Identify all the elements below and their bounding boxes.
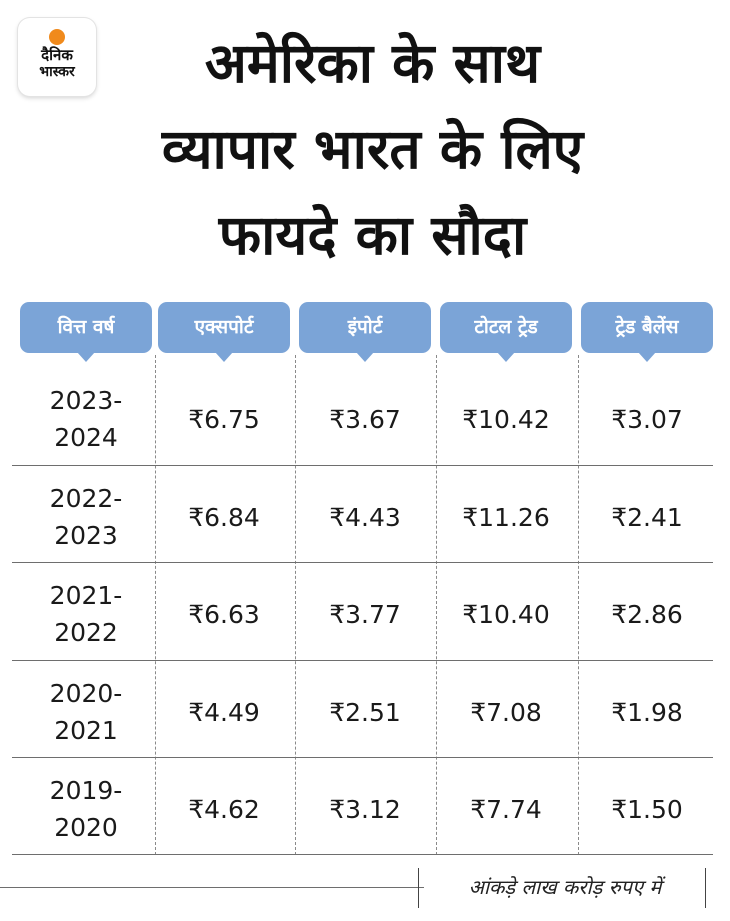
table-cell-total-trade: ₹7.74: [470, 795, 542, 824]
table-cell-year: 2020- 2021: [16, 675, 156, 749]
year-part: 2023: [54, 520, 118, 550]
header-import-column: इंपोर्ट: [299, 302, 431, 362]
header-trade-balance-column: ट्रेड बैलेंस: [581, 302, 713, 362]
table-cell-year: 2022- 2023: [16, 480, 156, 554]
title-line-2: व्यापार भारत के लिए: [161, 117, 584, 181]
sun-icon: [49, 29, 65, 45]
footer-bracket-right: [705, 868, 706, 908]
year-part: 2022-: [49, 483, 123, 513]
table-cell-export: ₹6.75: [188, 405, 260, 434]
year-part: 2020: [54, 813, 118, 842]
brand-name-line2: भास्कर: [39, 64, 75, 80]
footer-divider: [0, 887, 424, 888]
table-cell-year: 2021- 2022: [16, 577, 156, 651]
table-cell-export: ₹6.84: [188, 502, 260, 532]
table-cell-import: ₹4.43: [329, 502, 401, 532]
brand-name-line1: दैनिक: [41, 46, 73, 64]
table-bottom-border: [12, 854, 713, 855]
table-cell-trade-balance: ₹1.50: [611, 795, 683, 824]
table-cell-import: ₹2.51: [329, 697, 401, 727]
table-cell-trade-balance: ₹2.41: [611, 502, 683, 532]
header-year-column: वित्त वर्ष: [20, 302, 152, 362]
year-part: 2021-: [49, 581, 123, 610]
table-cell-trade-balance: ₹1.98: [611, 697, 683, 727]
column-divider: [155, 355, 156, 855]
table-cell-year: 2019- 2020: [16, 772, 156, 846]
title-line-1: अमेरिका के साथ: [204, 31, 541, 95]
unit-note: आंकड़े लाख करोड़ रुपए में: [468, 875, 662, 899]
column-divider: [436, 355, 437, 855]
table-cell-export: ₹4.62: [188, 795, 260, 824]
year-part: 2020-: [49, 678, 123, 708]
table-cell-export: ₹4.49: [188, 697, 260, 727]
table-cell-total-trade: ₹10.42: [462, 405, 550, 434]
table-cell-import: ₹3.12: [329, 795, 401, 824]
header-export-column: एक्सपोर्ट: [158, 302, 290, 362]
table-cell-total-trade: ₹11.26: [462, 502, 550, 532]
year-part: 2023-: [49, 386, 123, 415]
column-divider: [578, 355, 579, 855]
year-part: 2022: [54, 618, 118, 647]
header-total-trade-column: टोटल ट्रेड: [440, 302, 572, 362]
row-divider: [12, 659, 713, 661]
table-cell-trade-balance: ₹2.86: [611, 600, 683, 629]
table-cell-import: ₹3.67: [329, 405, 401, 434]
column-divider: [295, 355, 296, 855]
year-part: 2019-: [49, 776, 123, 805]
brand-logo: दैनिक भास्कर: [18, 18, 96, 96]
year-part: 2021: [54, 715, 118, 745]
row-divider: [12, 464, 713, 466]
table-cell-export: ₹6.63: [188, 600, 260, 629]
year-part: 2024: [54, 423, 118, 452]
table-cell-trade-balance: ₹3.07: [611, 405, 683, 434]
row-divider: [12, 757, 713, 758]
table-cell-total-trade: ₹7.08: [470, 697, 542, 727]
footer-bracket-left: [418, 868, 419, 908]
row-divider: [12, 562, 713, 563]
table-cell-import: ₹3.77: [329, 600, 401, 629]
page-title: अमेरिका के साथ व्यापार भारत के लिए फायदे…: [70, 20, 675, 278]
title-line-3: फायदे का सौदा: [218, 203, 527, 267]
table-cell-total-trade: ₹10.40: [462, 600, 550, 629]
table-cell-year: 2023- 2024: [16, 382, 156, 456]
